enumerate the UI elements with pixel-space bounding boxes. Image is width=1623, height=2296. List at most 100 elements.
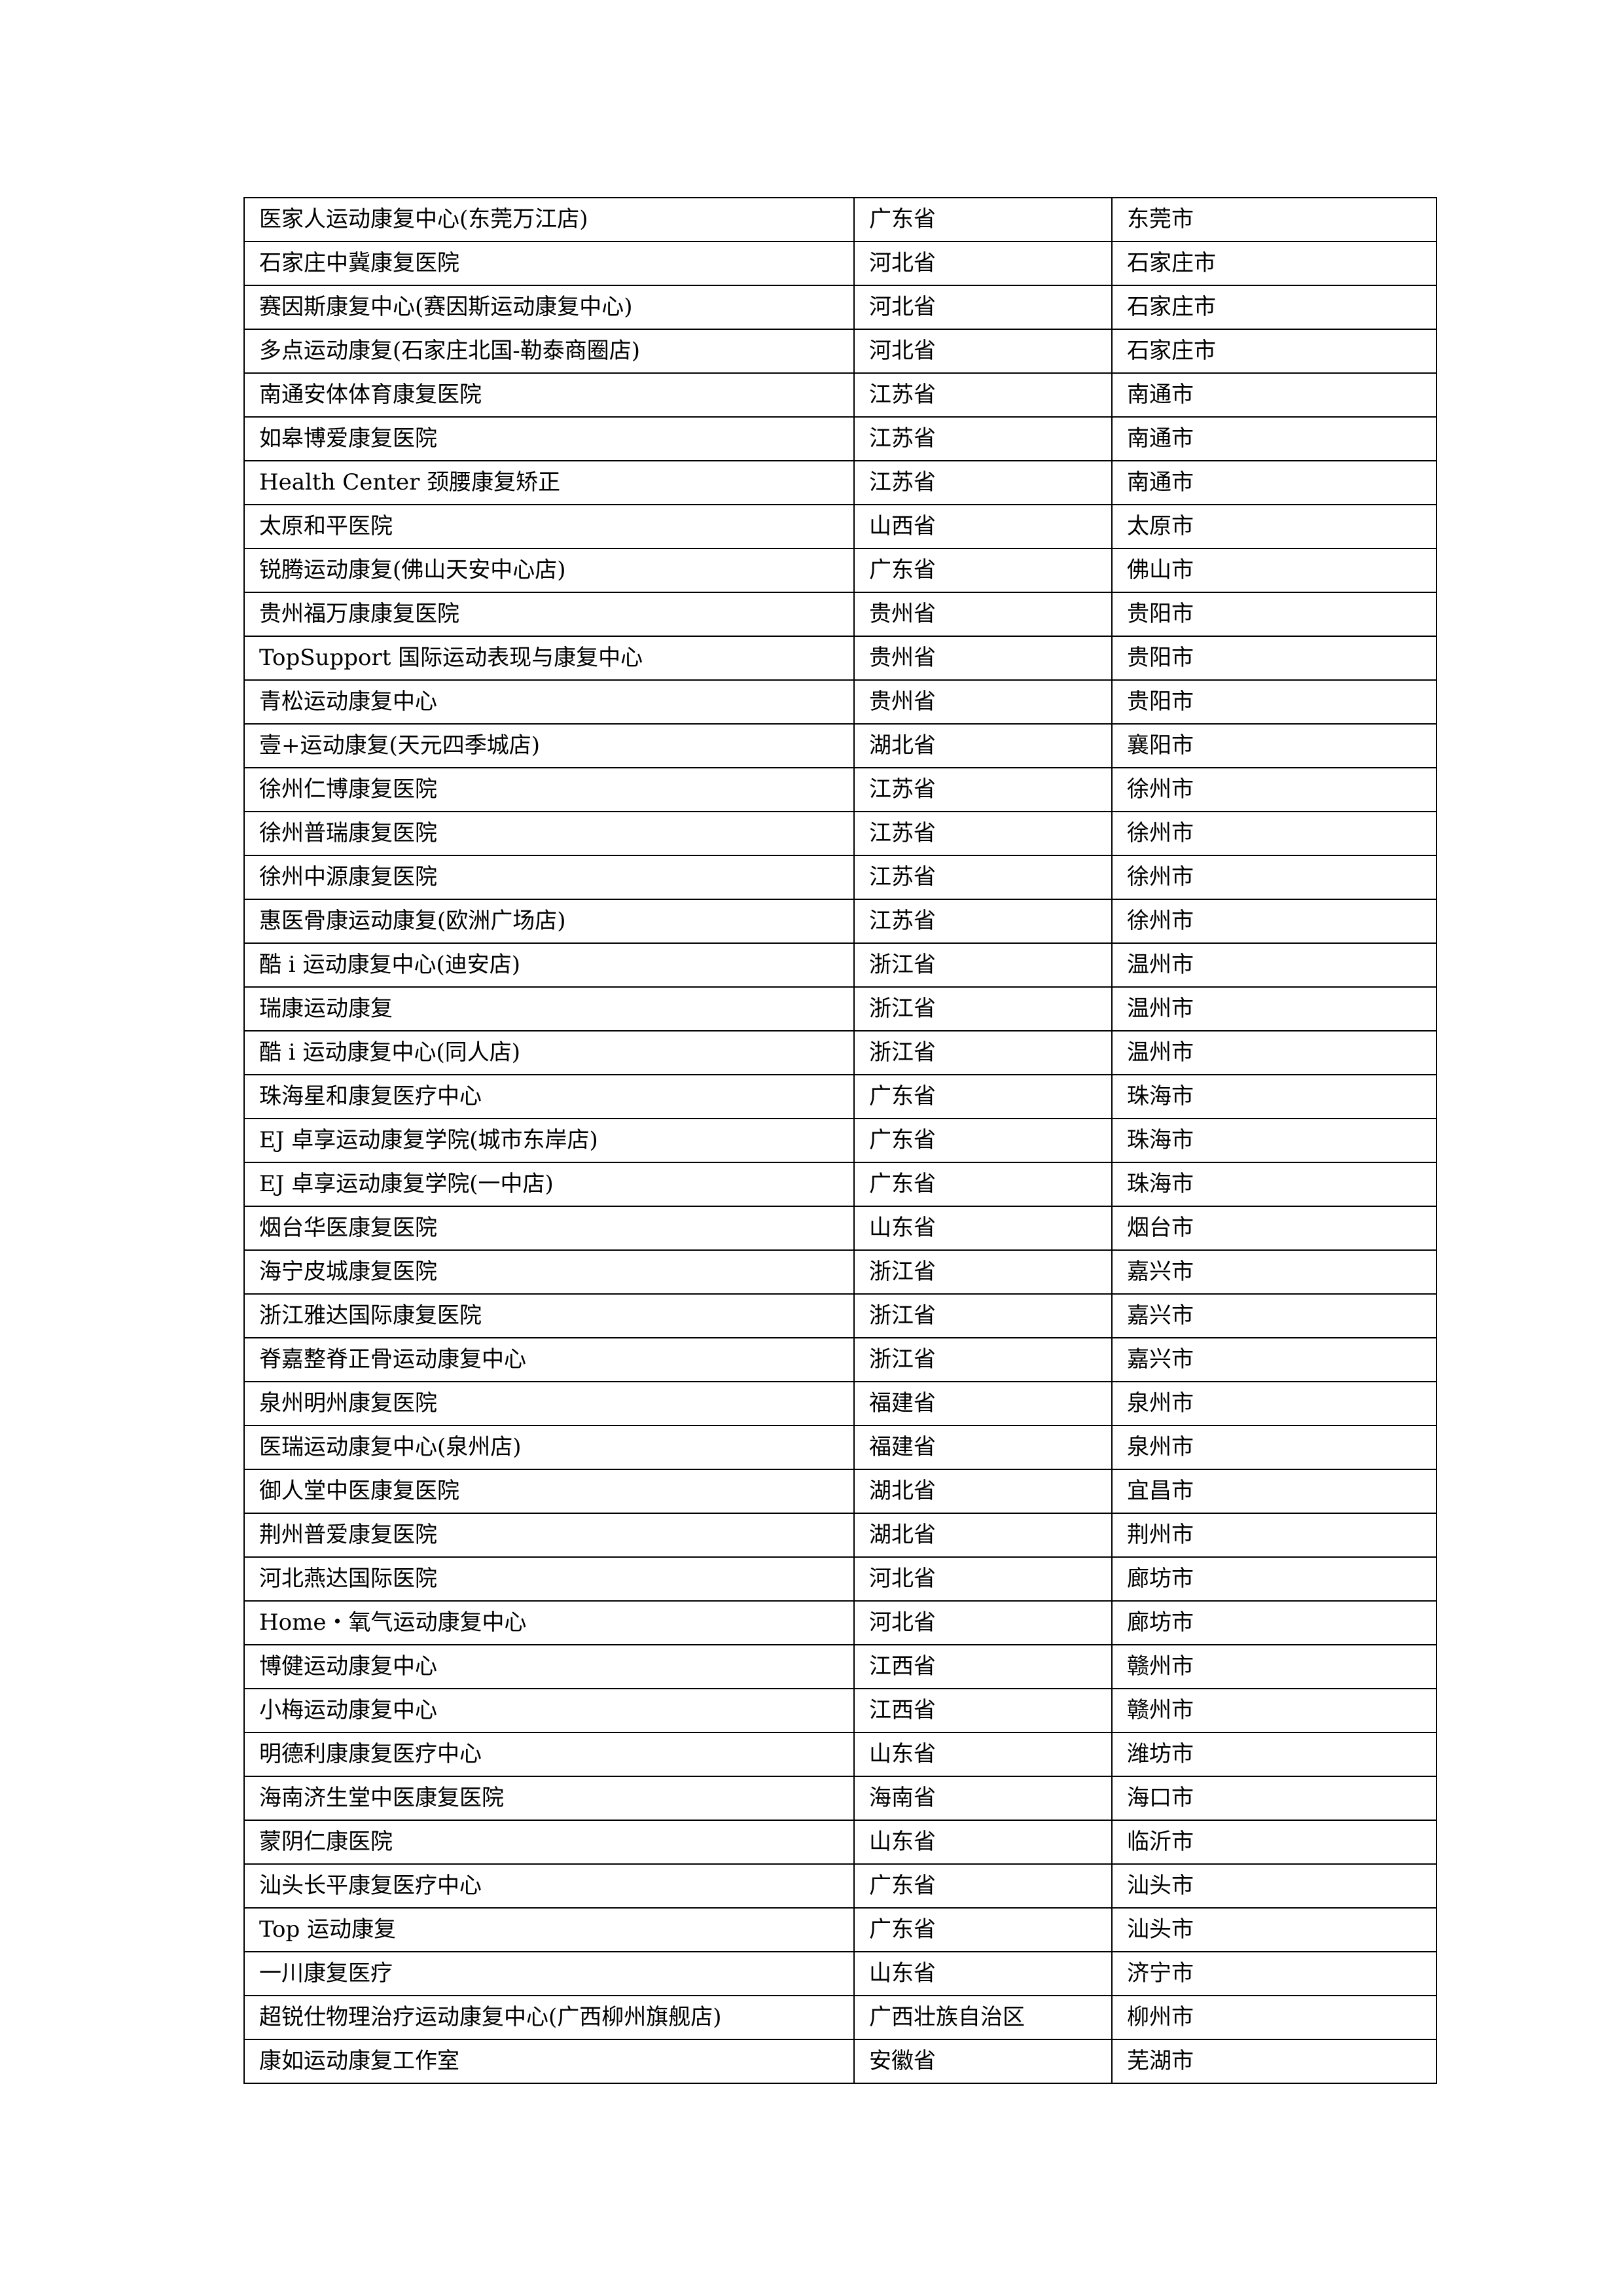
table-row: EJ 卓享运动康复学院(一中店) 广东省 珠海市: [243, 1162, 1437, 1207]
table-row: 河北燕达国际医院 河北省 廊坊市: [243, 1556, 1437, 1602]
province-cell: 湖北省: [853, 1513, 1113, 1558]
city-cell: 芜湖市: [1111, 2039, 1437, 2084]
institution-name-cell: 医瑞运动康复中心(泉州店): [243, 1425, 855, 1470]
institution-name-cell: Top 运动康复: [243, 1907, 855, 1952]
province-cell: 广东省: [853, 548, 1113, 593]
city-cell: 温州市: [1111, 942, 1437, 988]
institution-name-cell: 青松运动康复中心: [243, 679, 855, 725]
institution-name-cell: 小梅运动康复中心: [243, 1688, 855, 1733]
institution-name-cell: 河北燕达国际医院: [243, 1556, 855, 1602]
city-cell: 嘉兴市: [1111, 1249, 1437, 1295]
province-cell: 贵州省: [853, 679, 1113, 725]
province-cell: 江苏省: [853, 767, 1113, 812]
city-cell: 徐州市: [1111, 899, 1437, 944]
province-cell: 江苏省: [853, 372, 1113, 418]
institution-name-cell: 汕头长平康复医疗中心: [243, 1863, 855, 1909]
institution-name-cell: TopSupport 国际运动表现与康复中心: [243, 636, 855, 681]
institution-name-cell: 瑞康运动康复: [243, 986, 855, 1031]
city-cell: 嘉兴市: [1111, 1337, 1437, 1382]
province-cell: 广东省: [853, 1074, 1113, 1119]
province-cell: 江西省: [853, 1688, 1113, 1733]
institution-name-cell: 南通安体体育康复医院: [243, 372, 855, 418]
table-row: 海宁皮城康复医院 浙江省 嘉兴市: [243, 1249, 1437, 1295]
province-cell: 江苏省: [853, 899, 1113, 944]
city-cell: 石家庄市: [1111, 285, 1437, 330]
institution-name-cell: 泉州明州康复医院: [243, 1381, 855, 1426]
city-cell: 贵阳市: [1111, 592, 1437, 637]
institution-table: 医家人运动康复中心(东莞万江店) 广东省 东莞市 石家庄中冀康复医院 河北省 石家庄市 赛因…: [243, 197, 1437, 2084]
province-cell: 河北省: [853, 241, 1113, 286]
table-row: 超锐仕物理治疗运动康复中心(广西柳州旗舰店) 广西壮族自治区 柳州市: [243, 1995, 1437, 2040]
table-row: 石家庄中冀康复医院 河北省 石家庄市: [243, 241, 1437, 286]
province-cell: 河北省: [853, 1556, 1113, 1602]
institution-name-cell: 医家人运动康复中心(东莞万江店): [243, 197, 855, 242]
city-cell: 南通市: [1111, 460, 1437, 505]
city-cell: 襄阳市: [1111, 723, 1437, 768]
province-cell: 浙江省: [853, 986, 1113, 1031]
table-row: 瑞康运动康复 浙江省 温州市: [243, 986, 1437, 1031]
city-cell: 廊坊市: [1111, 1556, 1437, 1602]
province-cell: 山东省: [853, 1820, 1113, 1865]
province-cell: 山东省: [853, 1951, 1113, 1996]
institution-name-cell: 海宁皮城康复医院: [243, 1249, 855, 1295]
table-row: 青松运动康复中心 贵州省 贵阳市: [243, 679, 1437, 725]
city-cell: 柳州市: [1111, 1995, 1437, 2040]
province-cell: 浙江省: [853, 942, 1113, 988]
institution-name-cell: 锐腾运动康复(佛山天安中心店): [243, 548, 855, 593]
city-cell: 太原市: [1111, 504, 1437, 549]
institution-name-cell: 徐州中源康复医院: [243, 855, 855, 900]
province-cell: 江苏省: [853, 855, 1113, 900]
table-row: 明德利康康复医疗中心 山东省 潍坊市: [243, 1732, 1437, 1777]
city-cell: 泉州市: [1111, 1381, 1437, 1426]
table-row: 南通安体体育康复医院 江苏省 南通市: [243, 372, 1437, 418]
province-cell: 浙江省: [853, 1293, 1113, 1338]
province-cell: 浙江省: [853, 1249, 1113, 1295]
city-cell: 济宁市: [1111, 1951, 1437, 1996]
table-row: 泉州明州康复医院 福建省 泉州市: [243, 1381, 1437, 1426]
institution-name-cell: 酷 i 运动康复中心(同人店): [243, 1030, 855, 1075]
table-row: Health Center 颈腰康复矫正 江苏省 南通市: [243, 460, 1437, 505]
city-cell: 珠海市: [1111, 1162, 1437, 1207]
city-cell: 珠海市: [1111, 1074, 1437, 1119]
institution-name-cell: 多点运动康复(石家庄北国-勒泰商圈店): [243, 329, 855, 374]
institution-name-cell: Health Center 颈腰康复矫正: [243, 460, 855, 505]
institution-name-cell: 如皋博爱康复医院: [243, 416, 855, 461]
city-cell: 宜昌市: [1111, 1469, 1437, 1514]
table-row: 荆州普爱康复医院 湖北省 荆州市: [243, 1513, 1437, 1558]
table-row: 康如运动康复工作室 安徽省 芜湖市: [243, 2039, 1437, 2084]
table-row: 御人堂中医康复医院 湖北省 宜昌市: [243, 1469, 1437, 1514]
institution-name-cell: 徐州普瑞康复医院: [243, 811, 855, 856]
city-cell: 徐州市: [1111, 855, 1437, 900]
institution-name-cell: 贵州福万康康复医院: [243, 592, 855, 637]
city-cell: 东莞市: [1111, 197, 1437, 242]
institution-name-cell: EJ 卓享运动康复学院(城市东岸店): [243, 1118, 855, 1163]
table-row: 锐腾运动康复(佛山天安中心店) 广东省 佛山市: [243, 548, 1437, 593]
institution-name-cell: 太原和平医院: [243, 504, 855, 549]
table-row: 一川康复医疗 山东省 济宁市: [243, 1951, 1437, 1996]
city-cell: 烟台市: [1111, 1206, 1437, 1251]
city-cell: 佛山市: [1111, 548, 1437, 593]
province-cell: 江西省: [853, 1644, 1113, 1689]
province-cell: 广东省: [853, 197, 1113, 242]
province-cell: 河北省: [853, 285, 1113, 330]
institution-name-cell: 康如运动康复工作室: [243, 2039, 855, 2084]
province-cell: 江苏省: [853, 460, 1113, 505]
table-row: 多点运动康复(石家庄北国-勒泰商圈店) 河北省 石家庄市: [243, 329, 1437, 374]
table-row: 烟台华医康复医院 山东省 烟台市: [243, 1206, 1437, 1251]
city-cell: 临沂市: [1111, 1820, 1437, 1865]
province-cell: 广东省: [853, 1118, 1113, 1163]
city-cell: 汕头市: [1111, 1863, 1437, 1909]
table-row: 医瑞运动康复中心(泉州店) 福建省 泉州市: [243, 1425, 1437, 1470]
table-row: 博健运动康复中心 江西省 赣州市: [243, 1644, 1437, 1689]
institution-name-cell: Home・氧气运动康复中心: [243, 1600, 855, 1645]
province-cell: 安徽省: [853, 2039, 1113, 2084]
table-row: 徐州仁博康复医院 江苏省 徐州市: [243, 767, 1437, 812]
province-cell: 山东省: [853, 1206, 1113, 1251]
institution-name-cell: 珠海星和康复医疗中心: [243, 1074, 855, 1119]
city-cell: 温州市: [1111, 1030, 1437, 1075]
province-cell: 广西壮族自治区: [853, 1995, 1113, 2040]
institution-name-cell: 赛因斯康复中心(赛因斯运动康复中心): [243, 285, 855, 330]
table-row: Home・氧气运动康复中心 河北省 廊坊市: [243, 1600, 1437, 1645]
province-cell: 湖北省: [853, 723, 1113, 768]
city-cell: 石家庄市: [1111, 329, 1437, 374]
